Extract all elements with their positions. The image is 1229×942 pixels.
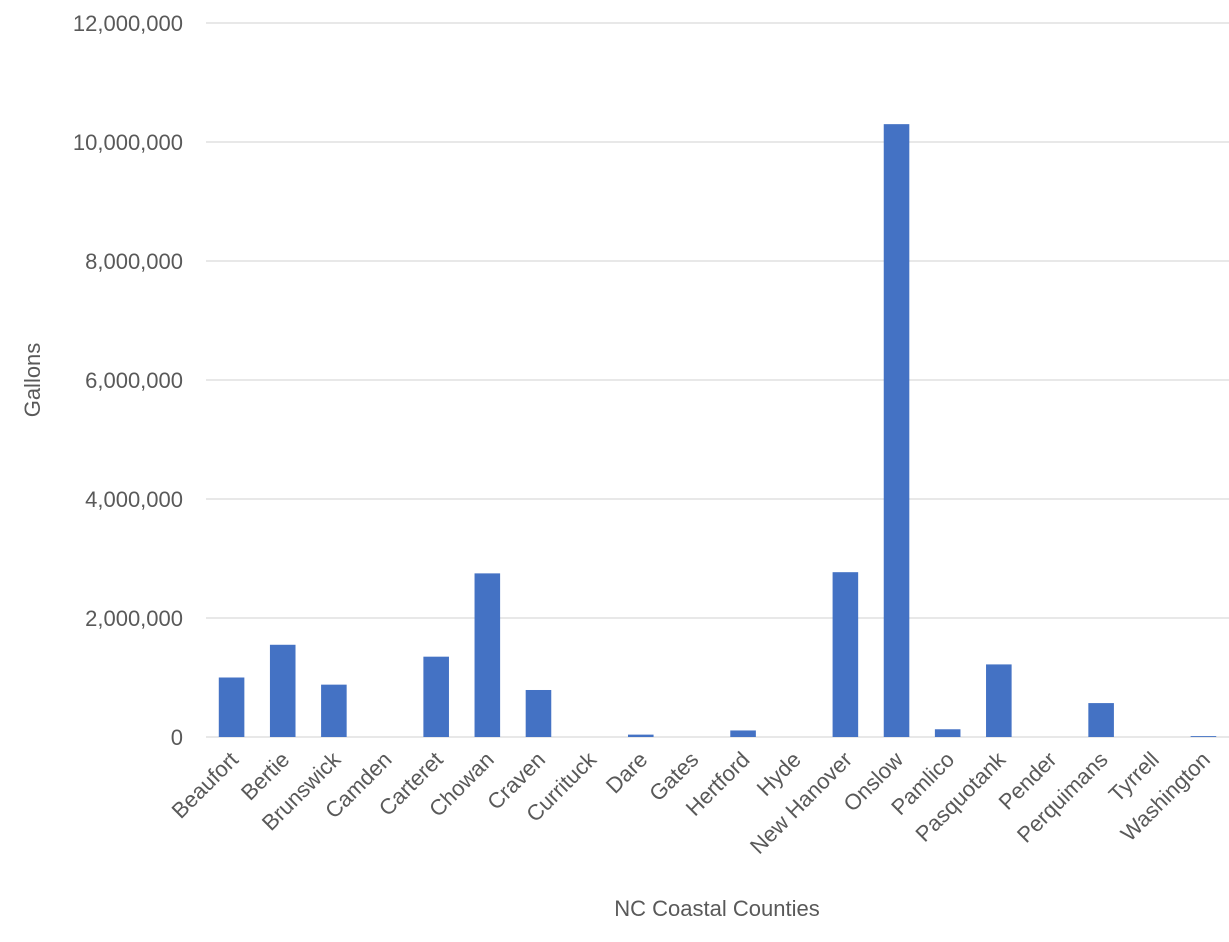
bar-pamlico <box>934 729 961 737</box>
y-axis-tick-labels: 0 2,000,000 4,000,000 6,000,000 8,000,000 10,… <box>73 11 183 750</box>
bar-new-hanover <box>832 572 859 737</box>
bar-brunswick <box>321 684 347 737</box>
bar-pasquotank <box>986 664 1012 737</box>
y-tick-label: 4,000,000 <box>85 487 183 512</box>
bar-beaufort <box>218 677 245 737</box>
y-tick-label: 6,000,000 <box>85 368 183 393</box>
y-tick-label: 8,000,000 <box>85 249 183 274</box>
x-axis-title: NC Coastal Counties <box>614 896 819 921</box>
y-tick-label: 0 <box>171 725 183 750</box>
y-tick-label: 2,000,000 <box>85 606 183 631</box>
y-tick-label: 12,000,000 <box>73 11 183 36</box>
bars <box>218 124 1217 737</box>
y-tick-label: 10,000,000 <box>73 130 183 155</box>
gridlines <box>206 22 1229 738</box>
bar-chowan <box>474 573 501 737</box>
x-tick-label: Beaufort <box>167 747 243 823</box>
y-axis-title: Gallons <box>20 343 45 418</box>
bar-washington <box>1190 736 1217 737</box>
x-tick-label: Dare <box>601 747 652 798</box>
bar-carteret <box>423 656 449 737</box>
bar-onslow <box>883 124 910 737</box>
bar-dare <box>627 734 654 737</box>
bar-perquimans <box>1088 703 1114 737</box>
bar-craven <box>525 689 552 737</box>
x-axis-tick-labels: BeaufortBertieBrunswickCamdenCarteretCho… <box>167 746 1215 859</box>
bar-bertie <box>269 644 296 737</box>
bar-hertford <box>730 730 756 737</box>
